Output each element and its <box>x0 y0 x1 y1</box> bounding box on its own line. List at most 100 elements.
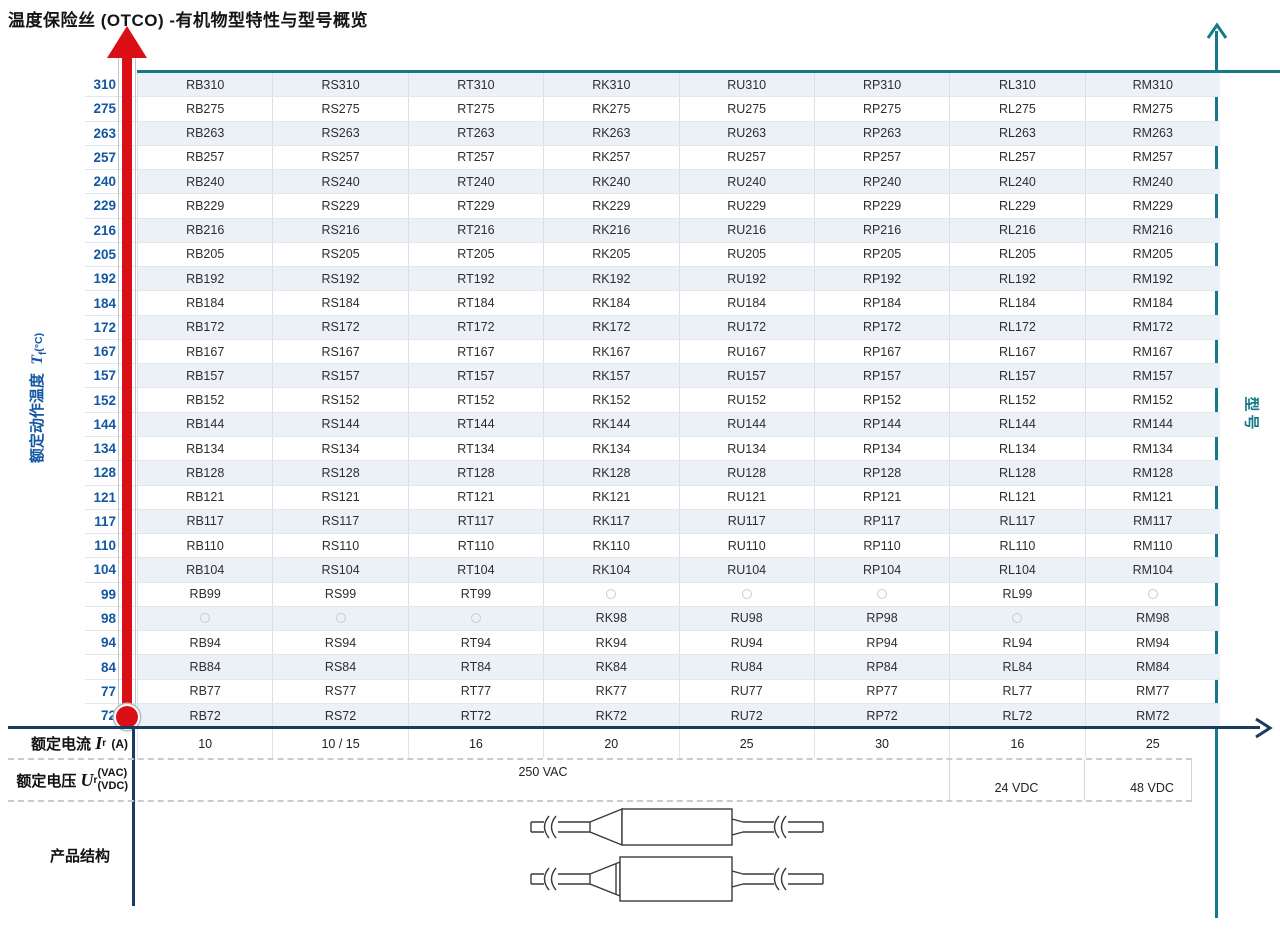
current-cell: 30 <box>815 729 951 758</box>
model-cell: RM128 <box>1132 465 1173 480</box>
model-cell: RT72 <box>409 703 545 728</box>
thermometer-track-left <box>118 56 119 718</box>
model-cell: RS229 <box>273 194 409 218</box>
model-cell: RU229 <box>680 194 815 218</box>
model-row-cells: RB134 RS134 RT134 RK134 RU134 RP134 RL134 RM134 <box>137 436 1220 461</box>
model-cell: RM310 <box>1132 77 1173 92</box>
model-row-cells: RB72 RS72 RT72 RK72 RU72 RP72 RL72 RM72 <box>137 703 1220 728</box>
model-cell: RU128 <box>680 461 815 485</box>
model-cell <box>680 582 815 606</box>
model-cell: RP128 <box>815 461 951 485</box>
model-cell: RL117 <box>950 509 1086 534</box>
model-cell: RS134 <box>273 436 409 461</box>
table-row: 275 RB275 RS275 RT275 RK275 RU275 RP275 RL275 RM… <box>85 97 1220 122</box>
page-title: 温度保险丝 (OTCO) -有机物型特性与型号概览 <box>8 11 369 30</box>
temp-tick-label: 205 <box>93 246 116 262</box>
model-cell: RT263 <box>409 121 545 145</box>
model-cell: RS144 <box>273 412 409 436</box>
model-row-cells: RB117 RS117 RT117 RK117 RU117 RP117 RL117 RM117 <box>137 509 1220 534</box>
model-cell: RU216 <box>680 218 815 242</box>
model-cell: RP275 <box>815 97 951 121</box>
table-row: 240 RB240 RS240 RT240 RK240 RU240 RP240 RL240 RM… <box>85 170 1220 195</box>
table-row: 172 RB172 RS172 RT172 RK172 RU172 RP172 RL172 RM… <box>85 315 1220 340</box>
model-row-cells: RB94 RS94 RT94 RK94 RU94 RP94 RL94 RM94 <box>137 631 1220 655</box>
model-cell: RT84 <box>409 655 545 679</box>
table-row: 117 RB117 RS117 RT117 RK117 RU117 RP117 RL117 RM… <box>85 509 1220 535</box>
model-cell: RU184 <box>680 291 815 315</box>
model-cell: RM98 <box>1136 611 1170 626</box>
model-cell: RM216 <box>1132 223 1173 238</box>
model-cell: RL240 <box>950 170 1086 194</box>
voltage-vac-cell: 250 VAC <box>518 765 568 779</box>
model-cell: RT310 <box>409 73 545 97</box>
temp-tick-label: 77 <box>100 683 116 699</box>
model-cell: RT275 <box>409 97 545 121</box>
x-axis-arrow-icon <box>1255 717 1273 739</box>
not-available-circle-icon <box>1147 589 1158 600</box>
model-cell: RL77 <box>950 679 1086 703</box>
temp-tick-label: 310 <box>93 77 116 93</box>
model-cell: RU144 <box>680 412 815 436</box>
model-cell: RU310 <box>680 73 815 97</box>
model-cell: RS216 <box>273 218 409 242</box>
model-cell: RU94 <box>680 631 815 655</box>
model-cell: RS172 <box>273 315 409 339</box>
model-cell: RS77 <box>273 679 409 703</box>
model-row-cells: RB128 RS128 RT128 RK128 RU128 RP128 RL128 RM128 <box>137 461 1220 485</box>
model-cell: RL84 <box>950 655 1086 679</box>
model-cell: RU117 <box>680 509 815 534</box>
temp-tick-label: 167 <box>93 344 116 360</box>
temp-tick-label: 157 <box>93 368 116 384</box>
model-cell: RP152 <box>815 388 951 412</box>
model-cell: RK144 <box>544 412 680 436</box>
model-cell: RB172 <box>138 315 274 339</box>
model-row-cells: RB229 RS229 RT229 RK229 RU229 RP229 RL229 RM229 <box>137 194 1220 218</box>
model-cell: RK257 <box>544 145 680 170</box>
model-cell <box>138 606 274 631</box>
model-cell: RU263 <box>680 121 815 145</box>
temp-tick-label: 84 <box>100 659 116 675</box>
model-cell: RB263 <box>138 121 274 145</box>
model-cell: RK167 <box>544 339 680 364</box>
temp-tick-label: 104 <box>93 562 116 578</box>
model-cell: RU110 <box>680 534 815 558</box>
model-cell: RL104 <box>950 558 1086 582</box>
current-cells: 10 10 / 15 16 20 25 30 16 25 <box>137 729 1220 758</box>
model-cell: RS104 <box>273 558 409 582</box>
model-cell <box>950 606 1086 631</box>
model-cell: RB152 <box>138 388 274 412</box>
temp-tick-label: 134 <box>93 441 116 457</box>
model-cell: RS110 <box>273 534 409 558</box>
model-cell: RT110 <box>409 534 545 558</box>
table-row: 184 RB184 RS184 RT184 RK184 RU184 RP184 RL184 RM… <box>85 291 1220 316</box>
model-cell: RK110 <box>544 534 680 558</box>
model-cell: RK216 <box>544 218 680 242</box>
model-cell: RU205 <box>680 242 815 267</box>
model-row-cells: RB167 RS167 RT167 RK167 RU167 RP167 RL167 RM167 <box>137 339 1220 364</box>
thermometer-bar <box>122 54 132 714</box>
model-cell: RK98 <box>544 606 680 631</box>
table-row: 94 RB94 RS94 RT94 RK94 RU94 RP94 RL94 RM94 <box>85 631 1220 656</box>
temp-tick-label: 240 <box>93 174 116 190</box>
model-cell: RT94 <box>409 631 545 655</box>
model-cell: RL72 <box>950 703 1086 728</box>
model-cell: RP157 <box>815 364 951 388</box>
model-row-cells: RB157 RS157 RT157 RK157 RU157 RP157 RL157 RM157 <box>137 364 1220 388</box>
model-cell: RU77 <box>680 679 815 703</box>
model-row-cells: RB172 RS172 RT172 RK172 RU172 RP172 RL172 RM172 <box>137 315 1220 339</box>
divider-dashed-1 <box>8 758 1192 760</box>
model-cell: RS205 <box>273 242 409 267</box>
model-cell: RT240 <box>409 170 545 194</box>
model-cell: RP229 <box>815 194 951 218</box>
not-available-circle-icon <box>877 589 888 600</box>
thermometer-bulb-icon <box>116 706 138 728</box>
model-cell: RM192 <box>1132 271 1173 286</box>
model-cell: RB157 <box>138 364 274 388</box>
model-cell: RP84 <box>815 655 951 679</box>
model-cell: RS117 <box>273 509 409 534</box>
fuse-drawing-2 <box>530 856 824 902</box>
model-cell: RT77 <box>409 679 545 703</box>
not-available-circle-icon <box>606 589 617 600</box>
model-cell: RM110 <box>1133 538 1173 553</box>
model-cell: RK157 <box>544 364 680 388</box>
